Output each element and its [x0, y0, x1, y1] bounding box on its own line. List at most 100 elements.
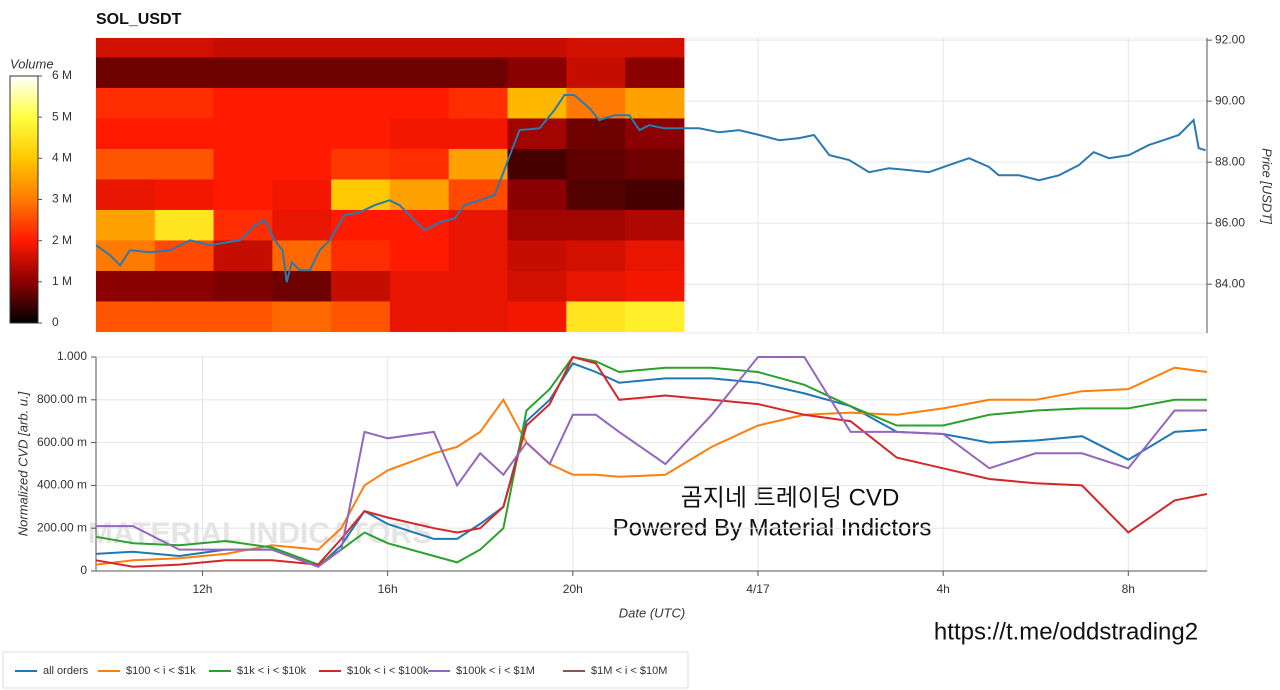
heatmap-cell [389, 300, 450, 332]
heatmap-cell [154, 148, 215, 180]
cvd-line [95, 366, 1208, 566]
heatmap-cell [389, 117, 450, 149]
heatmap-cell [154, 300, 215, 332]
heatmap-cell [213, 239, 273, 271]
legend-label: $1k < i < $10k [237, 665, 307, 677]
colorbar-tick-label: 3 M [52, 192, 72, 206]
heatmap-cell [448, 148, 509, 180]
heatmap-cell [272, 209, 332, 241]
heatmap-cell [625, 300, 685, 332]
heatmap-cell [213, 56, 273, 88]
heatmap-cell [213, 300, 273, 332]
heatmap-cell [566, 148, 626, 180]
heatmap-cell [625, 270, 685, 302]
heatmap-cell [96, 300, 156, 332]
heatmap-cell [566, 239, 626, 271]
legend-label: $10k < i < $100k [347, 665, 429, 677]
heatmap-cell [154, 56, 215, 88]
heatmap-cell [389, 87, 450, 119]
heatmap-cell [507, 56, 567, 88]
heatmap-cell [154, 239, 215, 271]
chart-title: SOL_USDT [96, 11, 182, 28]
heatmap-cell [625, 87, 685, 119]
y2-tick-label: 92.00 [1215, 32, 1245, 46]
heatmap-cell [213, 148, 273, 180]
heatmap-cell [331, 148, 391, 180]
heatmap-cell [625, 148, 685, 180]
heatmap-cell [625, 38, 685, 58]
x-tick-label: 4h [936, 582, 949, 596]
heatmap-cell [272, 56, 332, 88]
colorbar-label: Volume [10, 56, 54, 71]
heatmap-cell [566, 270, 626, 302]
heatmap-cell [507, 209, 567, 241]
y-tick-label: 200.00 m [37, 520, 87, 534]
link[interactable]: https://t.me/oddstrading2 [934, 618, 1198, 645]
heatmap-cell [272, 148, 332, 180]
heatmap-cell [213, 38, 273, 58]
heatmap-cell [154, 117, 215, 149]
heatmap-cell [507, 117, 567, 149]
heatmap-cell [331, 87, 391, 119]
y-tick-label: 800.00 m [37, 392, 87, 406]
heatmap-cell [96, 270, 156, 302]
heatmap-cell [331, 38, 391, 58]
heatmap-cell [96, 178, 156, 210]
heatmap-cell [272, 87, 332, 119]
x-tick-label: 8h [1122, 582, 1135, 596]
y-tick-label: 400.00 m [37, 478, 87, 492]
heatmap-cell [625, 178, 685, 210]
heatmap-cell [566, 117, 626, 149]
y-tick-label: 1.000 [57, 349, 87, 363]
heatmap-cell [389, 239, 450, 271]
cvd-line [96, 356, 1207, 568]
heatmap-cell [331, 56, 391, 88]
caption: 곰지네 트레이딩 CVD [681, 484, 900, 511]
y2-tick-label: 84.00 [1215, 276, 1245, 290]
x-tick-label: 20h [563, 582, 583, 596]
heatmap-cell [507, 148, 567, 180]
y2-tick-label: 90.00 [1215, 93, 1245, 107]
heatmap-cell [448, 56, 509, 88]
heatmap-cell [96, 209, 156, 241]
heatmap-cell [566, 178, 626, 210]
y-tick-label: 0 [80, 563, 87, 577]
heatmap-cell [272, 117, 332, 149]
colorbar-tick-label: 0 [52, 315, 59, 329]
x-tick-label: 4/17 [746, 582, 770, 596]
heatmap-cell [625, 209, 685, 241]
heatmap-cell [213, 87, 273, 119]
colorbar [9, 75, 39, 324]
heatmap-cell [566, 38, 626, 58]
heatmap-cell [331, 178, 391, 210]
colorbar-tick-label: 2 M [52, 233, 72, 247]
heatmap-cell [331, 300, 391, 332]
price-line [95, 94, 1206, 283]
y2-tick-label: 88.00 [1215, 154, 1245, 168]
heatmap-cell [96, 117, 156, 149]
heatmap-cell [96, 87, 156, 119]
x-axis-label: Date (UTC) [619, 605, 685, 620]
heatmap-cell [213, 209, 273, 241]
heatmap-cell [389, 38, 450, 58]
x-tick-label: 12h [192, 582, 212, 596]
heatmap-cell [507, 178, 567, 210]
heatmap-cell [213, 117, 273, 149]
cvd-line [95, 355, 1208, 568]
legend-label: all orders [43, 665, 89, 677]
heatmap-cell [272, 300, 332, 332]
heatmap-cell [96, 148, 156, 180]
legend-label: $1M < i < $10M [591, 665, 667, 677]
heatmap-cell [272, 38, 332, 58]
heatmap-cell [154, 87, 215, 119]
colorbar-tick-label: 4 M [52, 151, 72, 165]
heatmap-cell [566, 209, 626, 241]
colorbar-tick-label: 5 M [52, 109, 72, 123]
heatmap-cell [154, 178, 215, 210]
colorbar-tick-label: 1 M [52, 274, 72, 288]
heatmap-cell [448, 117, 509, 149]
heatmap-cell [272, 270, 332, 302]
heatmap-cell [507, 300, 567, 332]
heatmap-cell [213, 270, 273, 302]
